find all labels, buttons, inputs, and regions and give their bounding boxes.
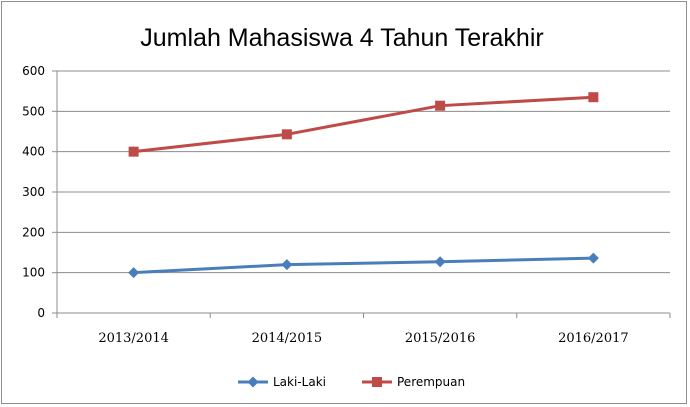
series-line <box>133 95 594 154</box>
y-tick-label: 0 <box>37 306 45 320</box>
y-tick-label: 400 <box>22 145 45 159</box>
legend-marker <box>247 376 259 388</box>
legend-item-0: Laki-Laki <box>238 375 326 389</box>
x-axis-ticks: 2013/2014 2014/2015 2015/2016 2016/2017 <box>98 331 628 346</box>
legend-label: Laki-Laki <box>273 375 326 389</box>
y-tick-label: 600 <box>22 64 45 78</box>
series-layer <box>128 92 599 279</box>
gridlines <box>57 70 670 274</box>
series-line <box>133 256 594 275</box>
data-point <box>128 267 140 279</box>
axes <box>52 70 671 318</box>
x-tick-label: 2015/2016 <box>405 331 476 346</box>
x-tick-label: 2013/2014 <box>98 331 169 346</box>
legend-marker <box>372 377 382 387</box>
y-tick-label: 300 <box>22 185 45 199</box>
data-point <box>588 92 599 103</box>
x-tick-label: 2014/2015 <box>252 331 323 346</box>
legend: Laki-Laki Perempuan <box>238 375 465 389</box>
series-0 <box>128 252 599 279</box>
legend-label: Perempuan <box>397 375 465 389</box>
series-1 <box>128 92 599 157</box>
data-point <box>587 252 599 264</box>
data-point <box>128 146 139 157</box>
chart-title: Jumlah Mahasiswa 4 Tahun Terakhir <box>140 24 543 52</box>
y-tick-label: 200 <box>22 225 45 239</box>
data-point <box>434 256 446 268</box>
data-point <box>281 129 292 140</box>
y-axis-ticks: 0 100 200 300 400 500 600 <box>22 64 45 320</box>
y-tick-label: 500 <box>22 104 45 118</box>
data-point <box>281 259 293 271</box>
legend-item-1: Perempuan <box>362 375 465 389</box>
x-tick-label: 2016/2017 <box>558 331 629 346</box>
data-point <box>435 100 446 111</box>
y-tick-label: 100 <box>22 266 45 280</box>
